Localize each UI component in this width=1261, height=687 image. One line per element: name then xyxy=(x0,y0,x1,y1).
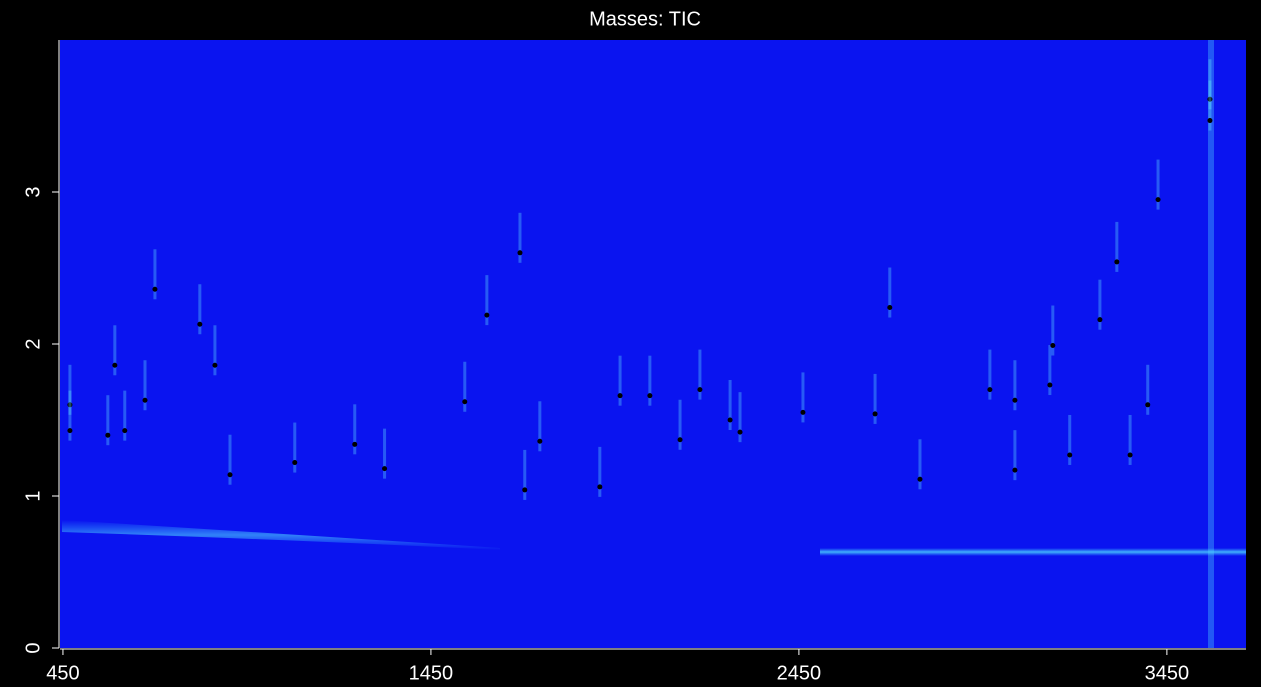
peak-point xyxy=(484,312,490,318)
x-tick-label: 3450 xyxy=(1145,662,1190,684)
peak-point xyxy=(677,437,683,443)
peak-point xyxy=(617,393,623,399)
baseline-glow xyxy=(820,548,1246,556)
peak-point xyxy=(872,411,878,417)
peak-point xyxy=(1127,452,1133,458)
peak-point xyxy=(462,399,468,405)
peak-point xyxy=(112,362,118,368)
peak-point xyxy=(152,286,158,292)
chart-title: Masses: TIC xyxy=(589,8,701,30)
peak-point xyxy=(1155,197,1161,203)
peak-point xyxy=(1047,382,1053,388)
peak-point xyxy=(917,476,923,482)
peak-point xyxy=(800,409,806,415)
peak-point xyxy=(727,417,733,423)
peak-point xyxy=(597,484,603,490)
y-tick-label: 0 xyxy=(22,642,44,653)
peak-point xyxy=(1145,402,1151,408)
peak-point xyxy=(887,305,893,311)
peak-point xyxy=(352,441,358,447)
peak-point xyxy=(1114,259,1120,265)
x-tick-label: 1450 xyxy=(409,662,454,684)
peak-point xyxy=(1050,343,1056,349)
peak-point xyxy=(227,472,233,478)
peak-point xyxy=(292,460,298,466)
peak-point xyxy=(382,466,388,472)
peak-point xyxy=(67,402,73,408)
x-tick-label: 450 xyxy=(46,662,79,684)
peak-point xyxy=(142,397,148,403)
peak-point xyxy=(197,321,203,327)
peak-point xyxy=(737,429,743,435)
peak-point xyxy=(1207,118,1213,124)
peak-point xyxy=(212,362,218,368)
y-tick-label: 1 xyxy=(22,490,44,501)
peak-point xyxy=(1067,452,1073,458)
column-glow xyxy=(1208,40,1214,648)
peak-point xyxy=(1012,467,1018,473)
baseline-glow xyxy=(62,520,500,550)
y-tick-label: 3 xyxy=(22,186,44,197)
peak-point xyxy=(1012,397,1018,403)
plot-area xyxy=(60,40,1246,648)
peak-point xyxy=(122,428,128,434)
peak-point xyxy=(697,387,703,393)
x-tick-label: 2450 xyxy=(777,662,822,684)
peak-point xyxy=(522,487,528,493)
peak-point xyxy=(1097,317,1103,323)
peak-point xyxy=(517,250,523,256)
peak-point xyxy=(537,438,543,444)
peak-point xyxy=(105,432,111,438)
y-tick-label: 2 xyxy=(22,338,44,349)
peak-point xyxy=(67,428,73,434)
peak-point xyxy=(1207,96,1213,102)
peak-point xyxy=(647,393,653,399)
peak-point xyxy=(987,387,993,393)
